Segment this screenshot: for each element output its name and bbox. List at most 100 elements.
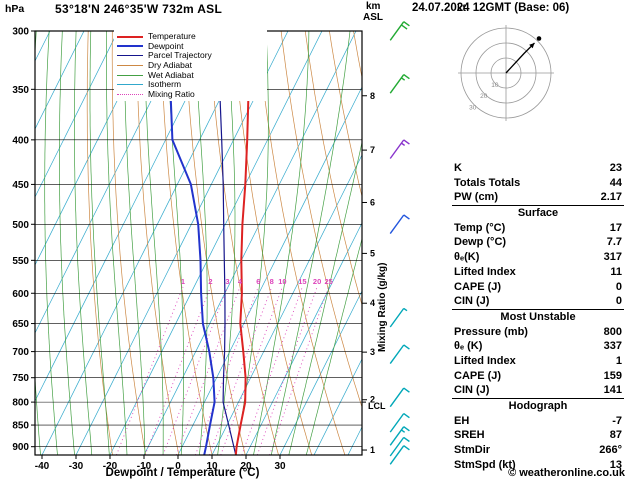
hodograph-ring-label: 30 [469,104,477,111]
row-value: 800 [603,325,622,338]
legend-label: Dry Adiabat [148,60,192,71]
svg-text:900: 900 [12,442,29,453]
svg-text:-30: -30 [69,461,84,472]
wind-barb [389,307,408,328]
legend-item: Parcel Trajectory [117,51,265,61]
hodograph-ring-label: 10 [491,82,499,89]
km-axis-unit: km [366,1,381,12]
legend-label: Temperature [148,31,196,42]
wind-barb [389,344,410,365]
row-label: SREH [454,429,485,442]
table-section-header: Hodograph [452,398,624,414]
svg-text:1: 1 [370,445,375,455]
table-row: PW (cm) 2.17 [452,190,624,205]
svg-text:20: 20 [240,461,252,472]
mixing-ratio-value-label: 25 [325,277,333,286]
svg-text:4: 4 [370,298,375,308]
row-label: CIN (J) [454,295,490,308]
storm-motion-dot [536,36,542,41]
row-label: Lifted Index [454,354,516,367]
table-row: K 23 [452,161,624,176]
legend-line-sample [117,84,143,86]
mixing-ratio-lines [115,286,330,455]
skewt-chart: 1 2 3 4 6 8 10 15 20 2530035040045050055060065070… [12,21,410,472]
row-label: θₑ (K) [454,340,483,353]
svg-text:600: 600 [12,289,29,300]
wind-barb [389,412,410,433]
legend-line-sample [117,35,143,38]
table-row: SREH 87 [452,428,624,443]
hodograph-ring [460,27,552,119]
mixing-ratio-value-label: 6 [256,277,260,286]
dewpoint-curve [168,31,216,455]
row-value: 17 [609,221,622,234]
legend-item: Dewpoint [117,41,265,52]
legend: Temperature Dewpoint Parcel Trajectory Dry … [114,30,267,102]
row-value: 266° [599,444,622,457]
legend-item: Isotherm [117,80,265,90]
isotherm-grid [35,31,362,455]
row-label: CIN (J) [454,384,490,397]
row-label: Totals Totals [454,176,521,189]
table-row: θₑ (K) 337 [452,339,624,354]
svg-text:500: 500 [12,220,29,231]
row-value: 0 [615,295,622,308]
svg-text:-40: -40 [35,461,50,472]
svg-text:350: 350 [12,85,29,96]
mixing-ratio-value-label: 20 [313,277,321,286]
row-label: Pressure (mb) [454,325,528,338]
table-section-header: Surface [452,205,624,221]
mixing-ratio-value-label: 3 [225,277,229,286]
wind-barb [389,21,410,41]
svg-text:2: 2 [370,395,375,405]
svg-text:650: 650 [12,319,29,330]
row-value: 11 [610,265,622,278]
table-section-header: Most Unstable [452,308,624,325]
table-row: Totals Totals 44 [452,176,624,191]
svg-text:850: 850 [12,421,29,432]
station-title: 53°18'N 246°35'W 732m ASL [55,2,223,16]
table-row: Lifted Index 11 [452,265,624,280]
km-ticks: 1 2 3 4 5 6 7 8 [362,91,375,455]
hodograph-ring [490,57,522,89]
svg-text:-10: -10 [137,461,152,472]
table-row: Temp (°C) 17 [452,221,624,236]
row-value: 141 [603,384,622,397]
svg-text:450: 450 [12,180,29,191]
table-row: θₑ(K) 317 [452,250,624,265]
wind-barb [389,139,410,159]
row-label: EH [454,414,470,427]
row-label: StmDir [454,444,491,457]
hodograph-ring-label: 20 [480,93,488,100]
row-value: 44 [609,176,622,189]
row-label: PW (cm) [454,191,498,204]
row-value: 13 [609,458,622,471]
wind-barb [389,74,410,94]
table-row: StmSpd (kt) 13 [452,458,624,473]
table-row: Dewp (°C) 7.7 [452,235,624,250]
table-row: EH -7 [452,414,624,429]
svg-text:750: 750 [12,373,29,384]
row-label: CAPE (J) [454,280,502,293]
svg-text:800: 800 [12,398,29,409]
mixing-ratio-value-label: 1 [181,277,185,286]
row-label: θₑ(K) [454,251,480,264]
wind-barb [389,445,410,465]
svg-text:300: 300 [12,27,29,38]
row-value: 317 [603,251,622,264]
temperature-curve [234,31,252,455]
copyright: © weatheronline.co.uk [508,467,625,479]
legend-line-sample [117,45,143,48]
row-label: Dewp (°C) [454,236,507,249]
table-row: Lifted Index 1 [452,354,624,369]
mixing-ratio-value-label: 15 [298,277,306,286]
mixing-ratio-value-label: 8 [270,277,274,286]
table-row: StmDir 266° [452,443,624,458]
row-value: 1 [615,354,622,367]
datetime-title: 24.07.2024 12GMT (Base: 06) [412,2,570,14]
hodograph-ring [475,42,537,104]
svg-text:550: 550 [12,256,29,267]
svg-text:400: 400 [12,135,29,146]
